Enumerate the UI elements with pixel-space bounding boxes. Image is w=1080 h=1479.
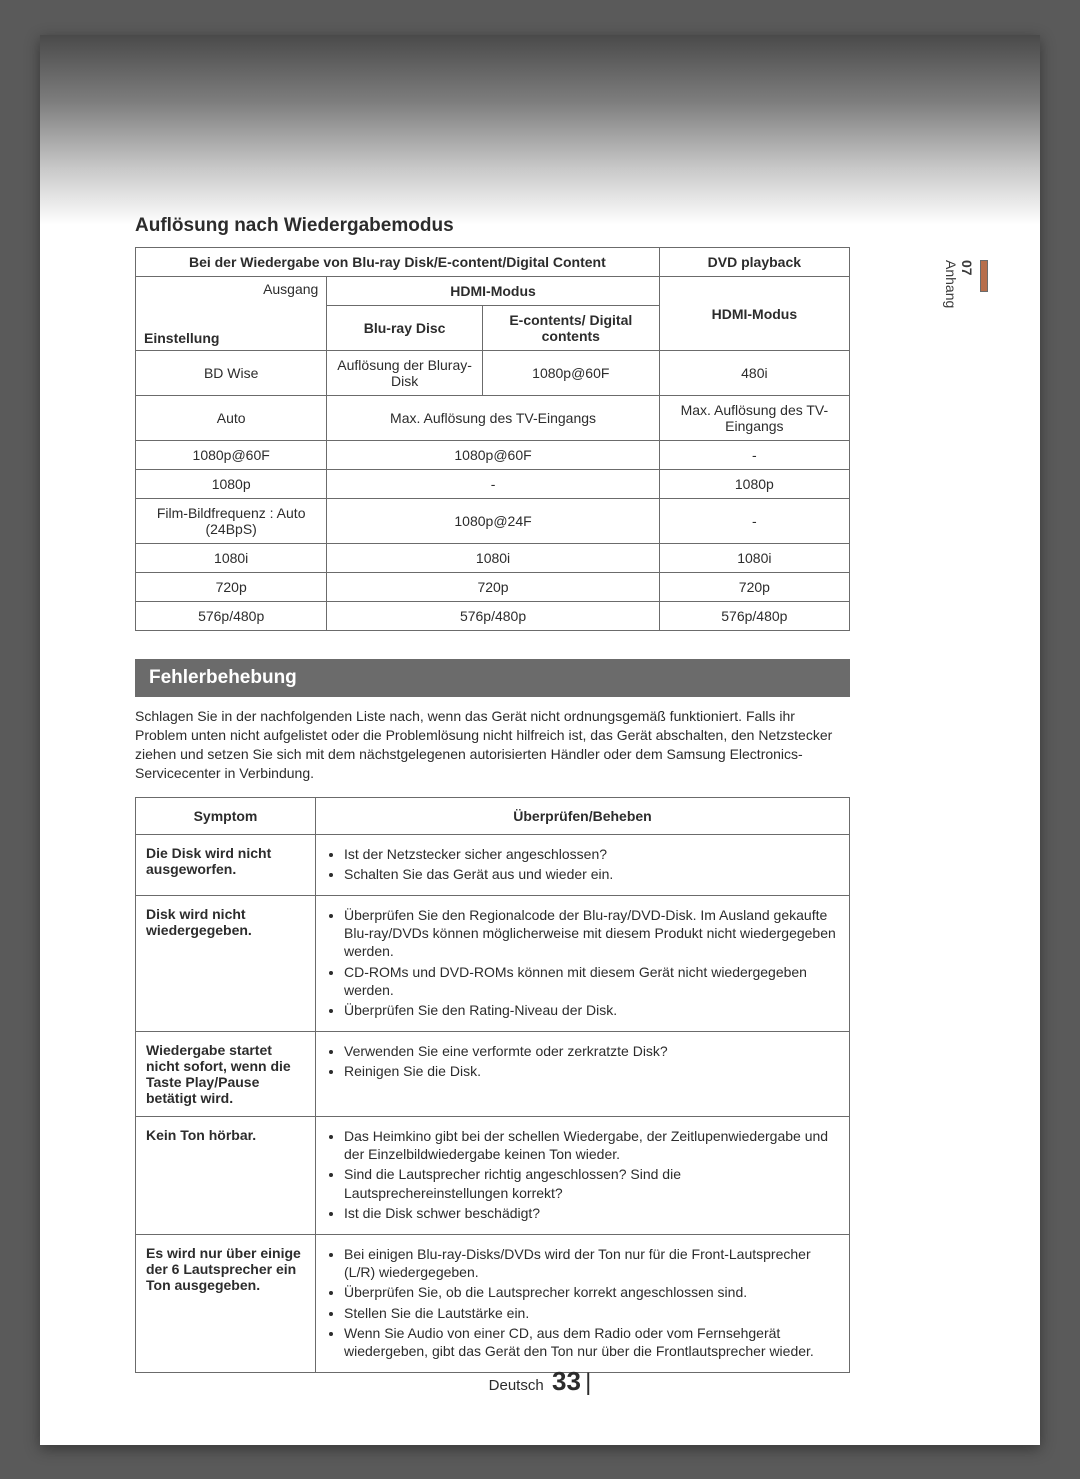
cell: 576p/480p	[659, 602, 849, 631]
troubleshoot-table: Symptom Überprüfen/Beheben Die Disk wird…	[135, 797, 850, 1374]
symptom: Die Disk wird nicht ausgeworfen.	[136, 834, 316, 895]
section2-title: Fehlerbehebung	[135, 659, 850, 697]
chapter-label: Anhang	[943, 260, 959, 308]
chapter-number: 07	[959, 260, 975, 302]
setting-cell: Ausgang Einstellung	[136, 277, 327, 351]
fix-list: Verwenden Sie eine verformte oder zerkra…	[326, 1042, 839, 1080]
cell: Film-Bildfrequenz : Auto (24BpS)	[136, 499, 327, 544]
list-item: Reinigen Sie die Disk.	[344, 1062, 839, 1080]
fix-list: Ist der Netzstecker sicher angeschlossen…	[326, 845, 839, 883]
table-row: 720p 720p 720p	[136, 573, 850, 602]
table-row: Wiedergabe startet nicht sofort, wenn di…	[136, 1032, 850, 1117]
cell: 1080p@60F	[327, 441, 659, 470]
list-item: Sind die Lautsprecher richtig angeschlos…	[344, 1165, 839, 1201]
fix: Ist der Netzstecker sicher angeschlossen…	[316, 834, 850, 895]
cell: -	[659, 499, 849, 544]
table-header-row: Ausgang Einstellung HDMI-Modus HDMI-Modu…	[136, 277, 850, 306]
manual-page: 07 Anhang Auflösung nach Wiedergabemodus…	[40, 35, 1040, 1445]
table-header-row: Symptom Überprüfen/Beheben	[136, 797, 850, 834]
table-row: 1080i 1080i 1080i	[136, 544, 850, 573]
list-item: Überprüfen Sie den Rating-Niveau der Dis…	[344, 1001, 839, 1019]
table-row: 1080p - 1080p	[136, 470, 850, 499]
side-text: 07 Anhang	[943, 260, 975, 308]
col-header-hdmi-dvd: HDMI-Modus	[659, 277, 849, 351]
cell: 1080p	[659, 470, 849, 499]
label-ausgang: Ausgang	[263, 281, 318, 297]
symptom: Wiedergabe startet nicht sofort, wenn di…	[136, 1032, 316, 1117]
footer-lang: Deutsch	[489, 1377, 544, 1394]
header-gradient	[40, 35, 1040, 225]
cell: 1080i	[136, 544, 327, 573]
page-number: 33	[552, 1366, 581, 1396]
col-fix: Überprüfen/Beheben	[316, 797, 850, 834]
resolution-table: Bei der Wiedergabe von Blu-ray Disk/E-co…	[135, 247, 850, 631]
content: Auflösung nach Wiedergabemodus Bei der W…	[135, 215, 850, 1373]
cell: 1080i	[659, 544, 849, 573]
table-row: Film-Bildfrequenz : Auto (24BpS) 1080p@2…	[136, 499, 850, 544]
section1-title: Auflösung nach Wiedergabemodus	[135, 215, 850, 237]
list-item: Stellen Sie die Lautstärke ein.	[344, 1304, 839, 1322]
col-header-econtents: E-contents/ Digital contents	[482, 306, 659, 351]
fix-list: Das Heimkino gibt bei der schellen Wiede…	[326, 1127, 839, 1222]
symptom: Es wird nur über einige der 6 Lautsprech…	[136, 1235, 316, 1373]
list-item: CD-ROMs und DVD-ROMs können mit diesem G…	[344, 963, 839, 999]
list-item: Ist der Netzstecker sicher angeschlossen…	[344, 845, 839, 863]
footer-bar: |	[585, 1369, 591, 1396]
list-item: Bei einigen Blu-ray-Disks/DVDs wird der …	[344, 1245, 839, 1281]
col-header-hdmi: HDMI-Modus	[327, 277, 659, 306]
label-einstellung: Einstellung	[144, 330, 219, 346]
list-item: Ist die Disk schwer beschädigt?	[344, 1204, 839, 1222]
cell: -	[327, 470, 659, 499]
cell: 720p	[327, 573, 659, 602]
table-row: 1080p@60F 1080p@60F -	[136, 441, 850, 470]
cell: 480i	[659, 351, 849, 396]
table-row: 576p/480p 576p/480p 576p/480p	[136, 602, 850, 631]
cell: 576p/480p	[327, 602, 659, 631]
col-header-bd-disc: Blu-ray Disc	[327, 306, 483, 351]
table-row: Disk wird nicht wiedergegeben. Überprüfe…	[136, 895, 850, 1031]
list-item: Verwenden Sie eine verformte oder zerkra…	[344, 1042, 839, 1060]
col-header-bluray: Bei der Wiedergabe von Blu-ray Disk/E-co…	[136, 248, 660, 277]
section2-intro: Schlagen Sie in der nachfolgenden Liste …	[135, 707, 850, 783]
cell: BD Wise	[136, 351, 327, 396]
cell: 1080p	[136, 470, 327, 499]
fix: Überprüfen Sie den Regionalcode der Blu-…	[316, 895, 850, 1031]
list-item: Wenn Sie Audio von einer CD, aus dem Rad…	[344, 1324, 839, 1360]
table-row: Kein Ton hörbar. Das Heimkino gibt bei d…	[136, 1117, 850, 1235]
cell: 720p	[659, 573, 849, 602]
list-item: Schalten Sie das Gerät aus und wieder ei…	[344, 865, 839, 883]
cell: Auflösung der Bluray-Disk	[327, 351, 483, 396]
cell: 576p/480p	[136, 602, 327, 631]
table-row: Die Disk wird nicht ausgeworfen. Ist der…	[136, 834, 850, 895]
fix: Das Heimkino gibt bei der schellen Wiede…	[316, 1117, 850, 1235]
fix: Bei einigen Blu-ray-Disks/DVDs wird der …	[316, 1235, 850, 1373]
table-row: Auto Max. Auflösung des TV-Eingangs Max.…	[136, 396, 850, 441]
cell: 1080p@60F	[482, 351, 659, 396]
table-header-row: Bei der Wiedergabe von Blu-ray Disk/E-co…	[136, 248, 850, 277]
fix-list: Überprüfen Sie den Regionalcode der Blu-…	[326, 906, 839, 1019]
list-item: Das Heimkino gibt bei der schellen Wiede…	[344, 1127, 839, 1163]
page-footer: Deutsch 33 |	[40, 1366, 1040, 1397]
col-header-dvd: DVD playback	[659, 248, 849, 277]
cell: 1080p@24F	[327, 499, 659, 544]
symptom: Kein Ton hörbar.	[136, 1117, 316, 1235]
cell: Max. Auflösung des TV-Eingangs	[659, 396, 849, 441]
side-accent	[980, 260, 988, 292]
cell: 1080p@60F	[136, 441, 327, 470]
fix-list: Bei einigen Blu-ray-Disks/DVDs wird der …	[326, 1245, 839, 1360]
table-row: Es wird nur über einige der 6 Lautsprech…	[136, 1235, 850, 1373]
side-tab: 07 Anhang	[943, 260, 965, 380]
symptom: Disk wird nicht wiedergegeben.	[136, 895, 316, 1031]
cell: 1080i	[327, 544, 659, 573]
cell: 720p	[136, 573, 327, 602]
table-row: BD Wise Auflösung der Bluray-Disk 1080p@…	[136, 351, 850, 396]
col-symptom: Symptom	[136, 797, 316, 834]
fix: Verwenden Sie eine verformte oder zerkra…	[316, 1032, 850, 1117]
cell: Auto	[136, 396, 327, 441]
cell: -	[659, 441, 849, 470]
cell: Max. Auflösung des TV-Eingangs	[327, 396, 659, 441]
list-item: Überprüfen Sie den Regionalcode der Blu-…	[344, 906, 839, 961]
list-item: Überprüfen Sie, ob die Lautsprecher korr…	[344, 1283, 839, 1301]
